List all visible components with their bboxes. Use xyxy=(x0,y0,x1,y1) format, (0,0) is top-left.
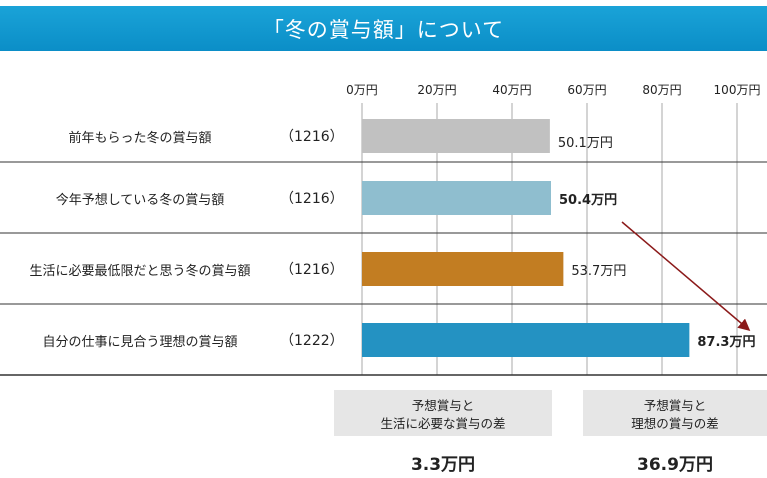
summary-value: 36.9万円 xyxy=(637,455,713,475)
category-label: 自分の仕事に見合う理想の賞与額 xyxy=(42,335,238,350)
bar xyxy=(362,323,690,357)
summary-box-living: 予想賞与と生活に必要な賞与の差 3.3万円 xyxy=(334,390,552,475)
tick-label: 0万円 xyxy=(346,83,378,97)
respondent-count: （1216） xyxy=(280,191,344,207)
category-label: 今年予想している冬の賞与額 xyxy=(55,193,225,208)
data-label: 87.3万円 xyxy=(697,335,755,350)
category-label: 前年もらった冬の賞与額 xyxy=(68,131,212,146)
bar xyxy=(362,252,564,286)
category-label: 生活に必要最低限だと思う冬の賞与額 xyxy=(29,264,251,279)
respondent-count: （1216） xyxy=(280,129,344,145)
summary-box-ideal: 予想賞与と理想の賞与の差 36.9万円 xyxy=(583,390,767,475)
bar xyxy=(362,181,551,215)
tick-label: 100万円 xyxy=(714,83,761,97)
data-label: 50.1万円 xyxy=(558,136,613,151)
tick-label: 80万円 xyxy=(642,83,681,97)
summary-value: 3.3万円 xyxy=(410,455,476,475)
respondent-count: （1216） xyxy=(280,262,344,278)
summary-label-line2: 生活に必要な賞与の差 xyxy=(380,416,506,431)
data-label: 53.7万円 xyxy=(571,264,626,279)
page-title: 「冬の賞与額」について xyxy=(0,6,767,51)
bar xyxy=(362,119,550,153)
trend-arrow xyxy=(621,221,751,331)
summary-label-line2: 理想の賞与の差 xyxy=(631,416,719,431)
data-label: 50.4万円 xyxy=(559,193,617,208)
tick-label: 60万円 xyxy=(567,83,606,97)
tick-label: 20万円 xyxy=(417,83,456,97)
respondent-count: （1222） xyxy=(280,333,344,349)
summary-label-line1: 予想賞与と xyxy=(643,398,707,413)
summary-label-line1: 予想賞与と xyxy=(411,398,475,413)
tick-label: 40万円 xyxy=(492,83,531,97)
